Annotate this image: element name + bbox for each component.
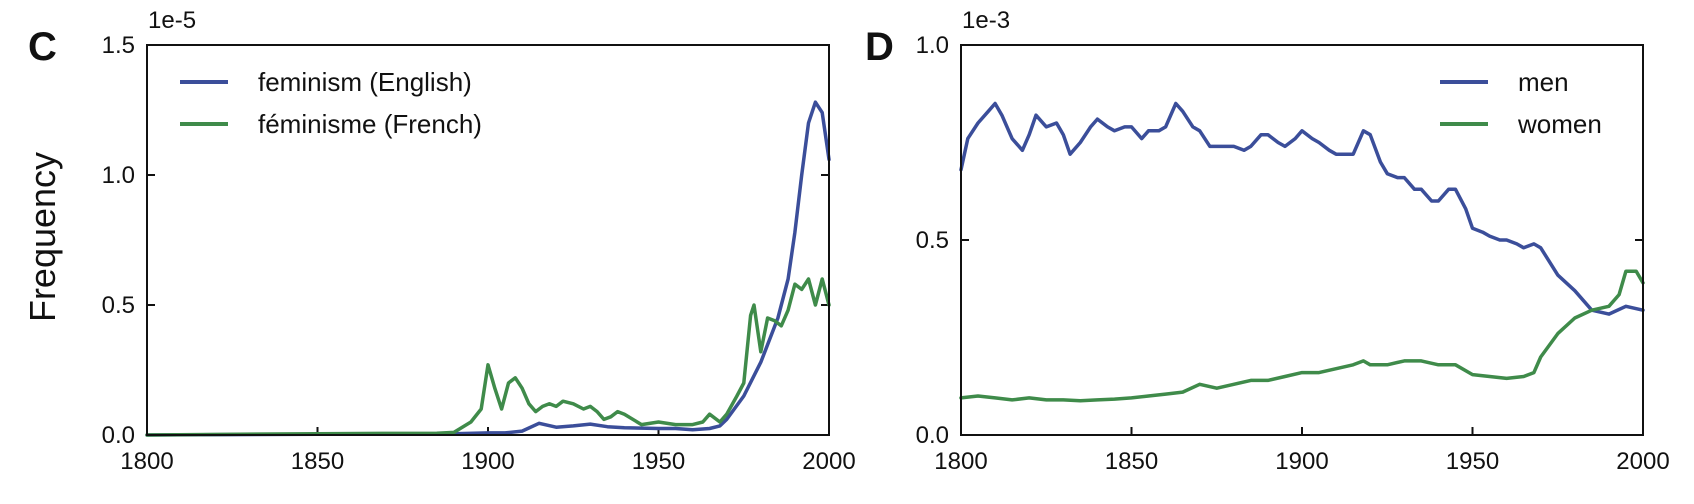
panel-c-y-multiplier: 1e-5 xyxy=(148,7,196,34)
panel-c-xtick-label: 1950 xyxy=(632,448,685,475)
panel-c-letter: C xyxy=(28,25,57,69)
panel-c-xtick-label: 1850 xyxy=(291,448,344,475)
panel-c-xtick-label: 2000 xyxy=(802,448,855,475)
panel-d-ytick-label: 1.0 xyxy=(916,32,949,59)
panel-c-ytick-label: 1.5 xyxy=(102,32,135,59)
panel-c-ytick-label: 1.0 xyxy=(102,162,135,189)
panel-c-axes-frame xyxy=(147,45,829,435)
panel-c-ytick-label: 0.5 xyxy=(102,292,135,319)
panel-d-series-line-1 xyxy=(961,271,1643,401)
panel-d-xtick-label: 1800 xyxy=(934,448,987,475)
panel-d-legend: men women xyxy=(1440,67,1602,139)
panel-c-ticks: 1800 1850 1900 1950 2000 0.0 0.5 1.0 1.5 xyxy=(102,32,856,475)
panel-d-axes-frame xyxy=(961,45,1643,435)
panel-d-y-multiplier: 1e-3 xyxy=(962,7,1010,34)
panel-d-ytick-label: 0.0 xyxy=(916,422,949,449)
panel-c-legend-label-1: féminisme (French) xyxy=(258,109,482,139)
panel-d-xtick-label: 1950 xyxy=(1446,448,1499,475)
panel-c-series xyxy=(147,102,829,435)
panel-c-series-line-0 xyxy=(147,102,829,435)
panel-c-xtick-label: 1900 xyxy=(461,448,514,475)
panel-d: D 1e-3 1800 1850 1900 1950 2000 0.0 0.5 1.0 men… xyxy=(865,7,1670,475)
panel-d-legend-label-0: men xyxy=(1518,67,1569,97)
panel-d-letter: D xyxy=(865,25,894,69)
panel-d-xtick-label: 2000 xyxy=(1616,448,1669,475)
panel-c: C 1e-5 Frequency 1800 1850 1900 1950 2000 0.0… xyxy=(22,7,856,475)
panel-c-ytick-label: 0.0 xyxy=(102,422,135,449)
panel-d-series xyxy=(961,104,1643,401)
panel-d-ticks: 1800 1850 1900 1950 2000 0.0 0.5 1.0 xyxy=(916,32,1670,475)
panel-d-ytick-label: 0.5 xyxy=(916,227,949,254)
panel-c-ylabel: Frequency xyxy=(22,152,63,322)
panel-d-xtick-label: 1850 xyxy=(1105,448,1158,475)
panel-c-legend-label-0: feminism (English) xyxy=(258,67,472,97)
panel-d-legend-label-1: women xyxy=(1517,109,1602,139)
panel-c-xtick-label: 1800 xyxy=(120,448,173,475)
panel-d-xtick-label: 1900 xyxy=(1275,448,1328,475)
panel-c-legend: feminism (English) féminisme (French) xyxy=(180,67,482,139)
panel-c-series-line-1 xyxy=(147,279,829,435)
